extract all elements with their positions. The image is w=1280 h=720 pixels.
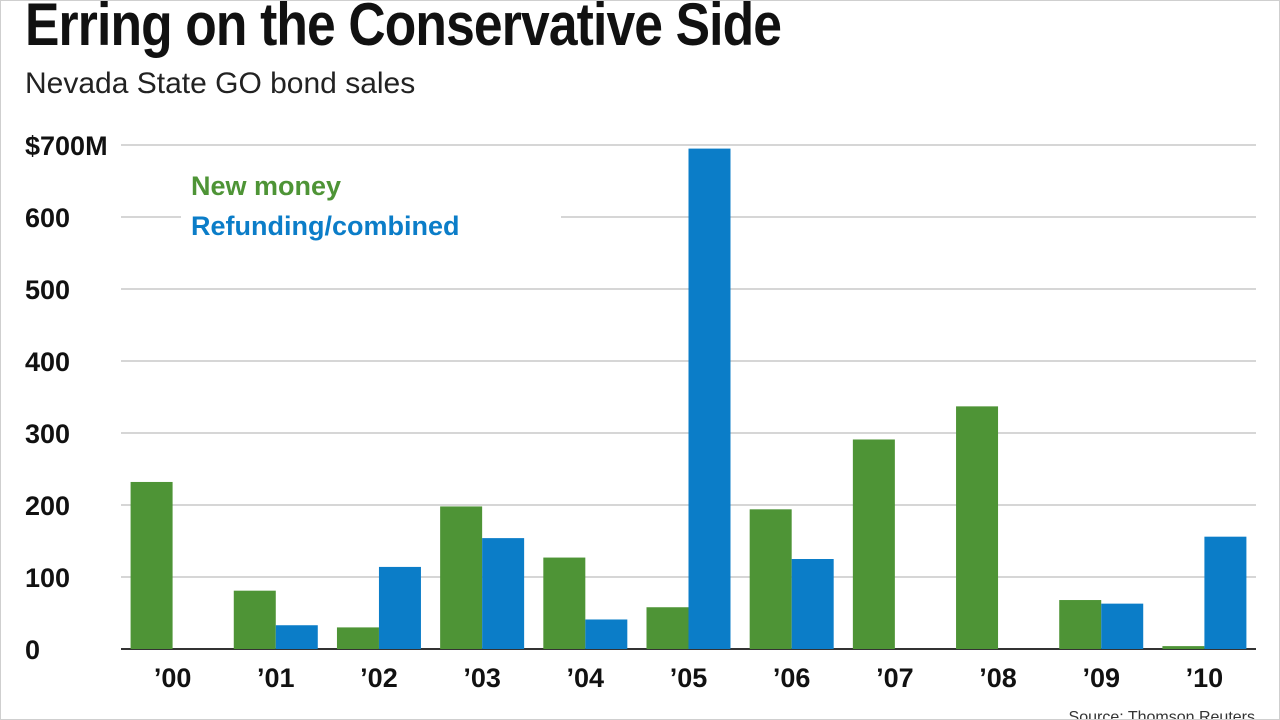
legend-entry-new-money: New money (191, 171, 341, 201)
bar-refunding-3 (482, 538, 525, 649)
legend: New money Refunding/combined (181, 159, 561, 249)
legend-entry-refunding: Refunding/combined (191, 211, 459, 241)
y-tick-label: 200 (25, 491, 70, 521)
bar-new-money-3 (440, 506, 483, 649)
y-tick-label: 100 (25, 563, 70, 593)
chart-subtitle: Nevada State GO bond sales (25, 67, 416, 100)
x-tick-label: ’10 (1186, 663, 1224, 693)
bar-new-money-10 (1162, 646, 1205, 649)
x-tick-label: ’06 (773, 663, 811, 693)
y-tick-label: $700M (25, 131, 108, 161)
y-tick-label: 400 (25, 347, 70, 377)
bar-new-money-0 (130, 481, 173, 649)
bar-new-money-6 (749, 509, 792, 649)
bar-new-money-4 (543, 557, 586, 649)
bar-refunding-9 (1101, 603, 1144, 649)
y-tick-label: 500 (25, 275, 70, 305)
y-axis-labels: 0 100 200 300 400 500 600 $700M (25, 131, 108, 665)
x-tick-label: ’02 (360, 663, 398, 693)
x-tick-label: ’07 (876, 663, 914, 693)
x-tick-label: ’03 (463, 663, 501, 693)
bar-new-money-2 (336, 627, 379, 649)
x-tick-label: ’05 (670, 663, 708, 693)
bar-refunding-5 (688, 148, 731, 649)
bar-new-money-8 (956, 406, 999, 649)
source-note: Source: Thomson Reuters (1068, 709, 1255, 720)
y-tick-label: 600 (25, 203, 70, 233)
bar-new-money-5 (646, 607, 689, 649)
chart-title: Erring on the Conservative Side (25, 0, 782, 58)
bar-refunding-2 (378, 566, 421, 649)
x-tick-label: ’04 (567, 663, 605, 693)
x-axis-labels: ’00 ’01 ’02 ’03 ’04 ’05 ’06 ’07 ’08 ’09 ’10 (154, 663, 1223, 693)
bar-new-money-1 (233, 590, 276, 649)
x-tick-label: ’00 (154, 663, 192, 693)
bar-refunding-4 (585, 619, 628, 649)
bar-refunding-6 (791, 559, 834, 649)
bar-new-money-9 (1059, 600, 1102, 649)
bars (130, 148, 1247, 649)
x-tick-label: ’01 (257, 663, 295, 693)
bar-new-money-7 (852, 439, 895, 649)
legend-background (181, 159, 561, 249)
bar-refunding-10 (1204, 536, 1247, 649)
y-tick-label: 0 (25, 635, 40, 665)
x-tick-label: ’08 (979, 663, 1017, 693)
bar-refunding-1 (275, 625, 318, 649)
y-tick-label: 300 (25, 419, 70, 449)
x-tick-label: ’09 (1082, 663, 1120, 693)
